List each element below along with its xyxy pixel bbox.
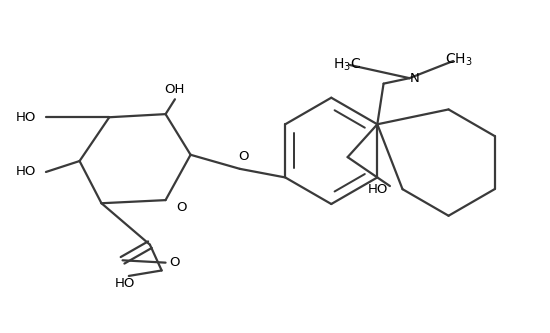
Text: OH: OH [165,83,185,96]
Text: H$_3$C: H$_3$C [333,57,361,73]
Text: CH$_3$: CH$_3$ [445,51,472,68]
Text: O: O [170,256,180,269]
Text: HO: HO [115,277,135,290]
Text: O: O [239,150,249,163]
Text: O: O [176,201,186,214]
Text: HO: HO [16,111,36,124]
Text: N: N [409,72,419,85]
Text: HO: HO [16,166,36,178]
Text: HO: HO [368,183,388,196]
